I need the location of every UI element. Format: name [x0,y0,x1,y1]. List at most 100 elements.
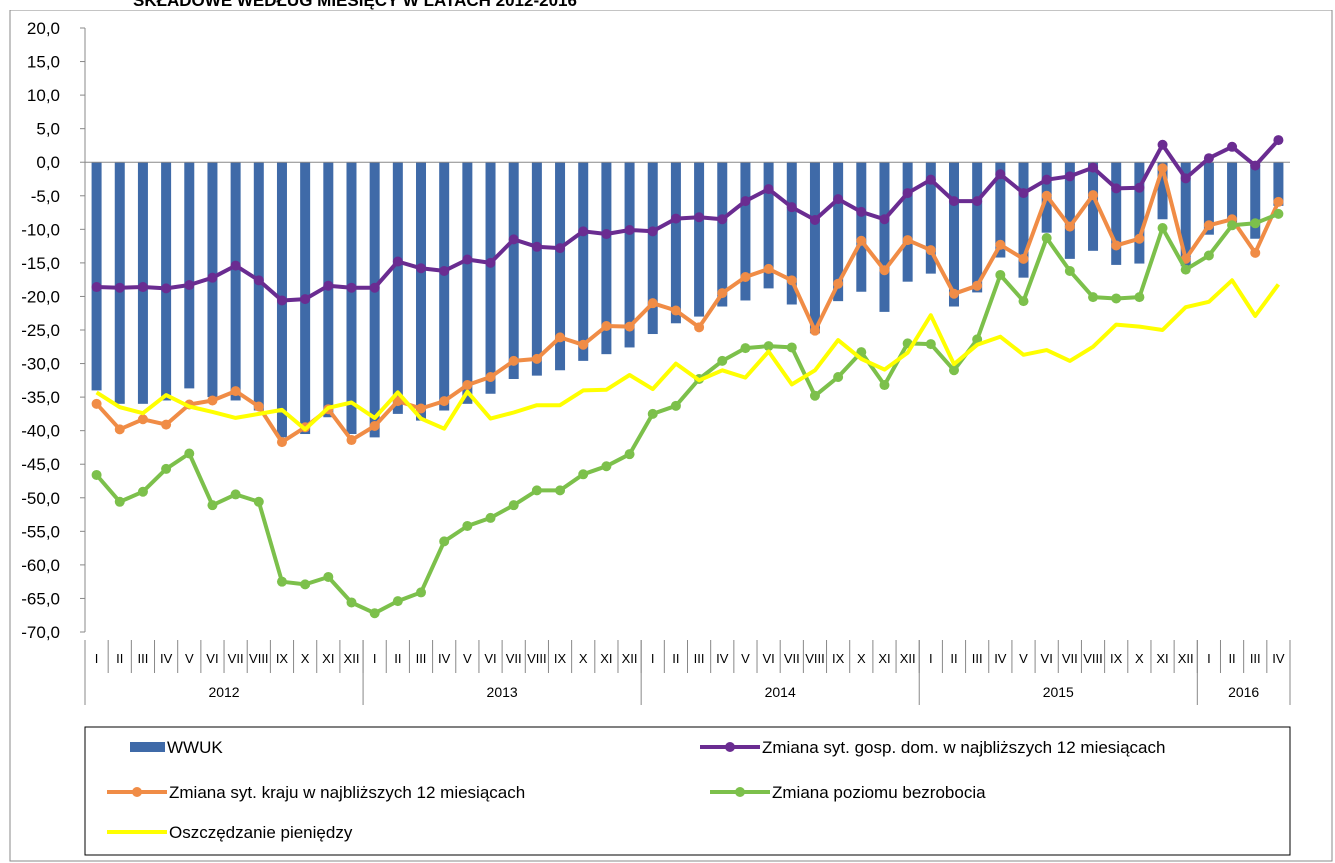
line-marker [253,401,264,412]
x-tick-label: XII [344,651,360,666]
x-tick-label: III [1250,651,1261,666]
y-tick-label: -5,0 [31,187,60,206]
line-marker [578,339,589,350]
line-marker [346,435,357,446]
legend-label: Zmiana poziomu bezrobocia [772,783,986,802]
x-group-label: 2014 [765,684,796,700]
line-marker [740,343,751,354]
y-tick-label: 5,0 [36,120,60,139]
x-tick-label: XII [900,651,916,666]
line-marker [555,243,566,254]
line-marker [995,239,1006,250]
bar [416,162,427,421]
x-tick-label: III [694,651,705,666]
bar [601,162,612,355]
line-marker [439,536,450,547]
line-marker [1180,173,1191,184]
line-marker [300,579,311,590]
line-marker [1250,247,1261,258]
line-marker [670,213,681,224]
line-marker [1227,220,1238,231]
x-tick-label: VI [484,651,496,666]
line-marker [1018,296,1029,307]
line-marker [1180,264,1191,275]
line-marker [1273,196,1284,207]
line-marker [670,400,681,411]
line-marker [809,214,820,225]
bar [1134,162,1145,264]
bar [624,162,635,348]
y-tick-label: -25,0 [21,321,60,340]
line-marker [508,500,519,511]
line-marker [1018,188,1029,199]
bar [972,162,983,293]
line-marker [1111,240,1122,251]
x-tick-label: IV [160,651,173,666]
line-marker [416,263,427,274]
bar [1273,162,1284,206]
bar [91,162,102,391]
y-tick-label: -65,0 [21,589,60,608]
x-tick-label: XII [622,651,638,666]
bar [346,162,357,435]
line-marker [276,437,287,448]
line-marker [346,597,357,608]
line-marker [1134,233,1145,244]
x-tick-label: VII [228,651,244,666]
y-tick-label: -55,0 [21,522,60,541]
line-marker [1018,253,1029,264]
line-marker [624,449,635,460]
line-marker [1157,163,1168,174]
bar [740,162,751,301]
line-marker [184,280,195,291]
x-tick-label: II [1228,651,1235,666]
line-marker [925,174,936,185]
line-marker [207,500,218,511]
legend-marker [132,787,142,797]
bar [809,162,820,334]
legend-marker [725,742,735,752]
line-marker [833,278,844,289]
x-tick-label: IX [1110,651,1123,666]
x-tick-label: VII [784,651,800,666]
line-marker [879,265,890,276]
line-marker [1111,183,1122,194]
line-marker [624,321,635,332]
line-marker [925,339,936,350]
line-marker [392,396,403,407]
line-marker [670,305,681,316]
bar [1203,162,1214,235]
bar [879,162,890,312]
y-tick-label: -35,0 [21,388,60,407]
line-marker [925,245,936,256]
y-tick-label: -20,0 [21,287,60,306]
y-tick-label: 10,0 [27,86,60,105]
bar [1250,162,1261,239]
line-marker [555,485,566,496]
x-tick-label: I [373,651,377,666]
x-tick-label: IX [276,651,289,666]
x-tick-label: X [857,651,866,666]
line-marker [786,275,797,286]
line-series [95,166,1281,445]
line-marker [531,241,542,252]
line-marker [161,283,172,294]
line-marker [462,254,473,265]
x-tick-label: VIII [249,651,269,666]
line-series [95,278,1281,432]
bar [856,162,867,292]
line-marker [717,355,728,366]
line-marker [114,424,125,435]
y-tick-label: -15,0 [21,254,60,273]
line-marker [578,226,589,237]
x-tick-label: II [116,651,123,666]
line-marker [948,196,959,207]
bar [392,162,403,414]
x-tick-label: XI [1156,651,1168,666]
x-tick-label: VIII [1083,651,1103,666]
line-marker [601,229,612,240]
y-tick-label: 0,0 [36,153,60,172]
x-tick-label: I [1207,651,1211,666]
line-marker [416,403,427,414]
